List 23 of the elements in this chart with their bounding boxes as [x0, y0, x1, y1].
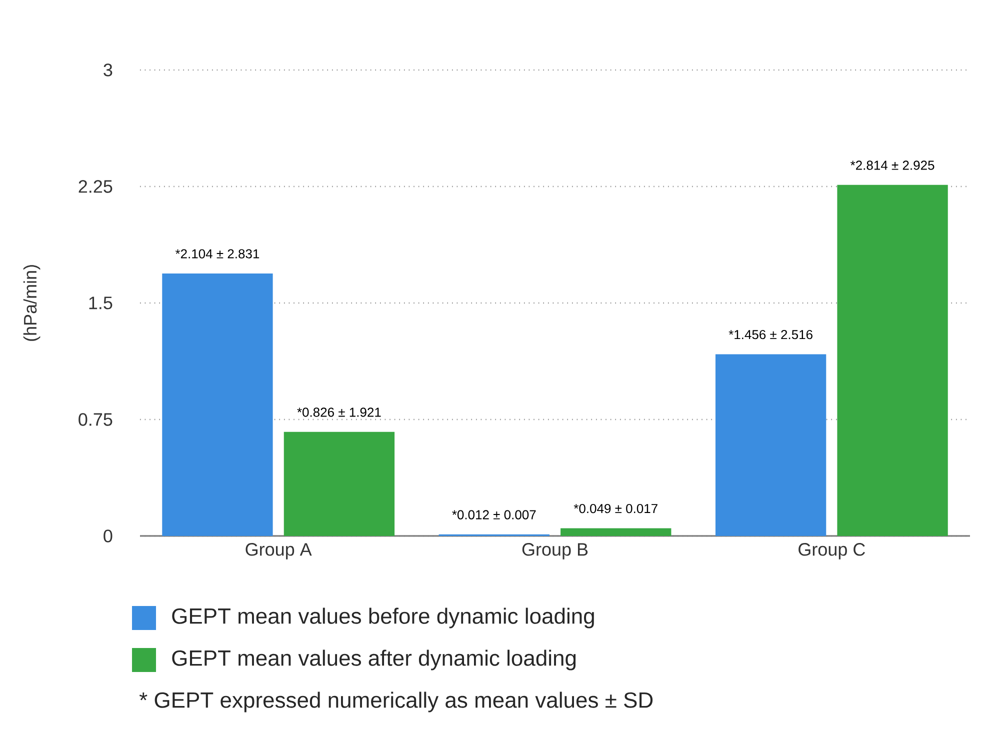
- legend-label: GEPT mean values before dynamic loading: [172, 608, 594, 628]
- bar: [837, 184, 948, 536]
- bar: [284, 432, 395, 536]
- data-label: *2.104 ± 2.831: [175, 249, 260, 258]
- y-tick-label: 2.25: [78, 180, 112, 193]
- y-tick-label: 1.5: [89, 296, 112, 310]
- y-tick-label: 0: [104, 530, 112, 542]
- x-tick-label: Group B: [522, 543, 588, 560]
- y-tick-label: 0.75: [78, 413, 112, 426]
- bar: [560, 528, 672, 536]
- y-tick-label: 3: [104, 64, 112, 76]
- text: * GEPT expressed numerically as mean values ± SD: [139, 692, 653, 712]
- y-axis-title: (hPa/min): [23, 265, 40, 341]
- x-tick-label: Group A: [246, 543, 312, 560]
- x-tick-label: Group C: [798, 543, 865, 560]
- bar: [162, 273, 273, 536]
- bar: [715, 354, 826, 536]
- data-label: *0.012 ± 0.007: [452, 510, 536, 520]
- data-label: *0.826 ± 1.921: [297, 408, 381, 417]
- data-label: *0.049 ± 0.017: [574, 504, 658, 514]
- data-label: *1.456 ± 2.516: [728, 330, 812, 340]
- legend-label: GEPT mean values after dynamic loading: [172, 650, 576, 670]
- data-label: *2.814 ± 2.925: [850, 160, 934, 170]
